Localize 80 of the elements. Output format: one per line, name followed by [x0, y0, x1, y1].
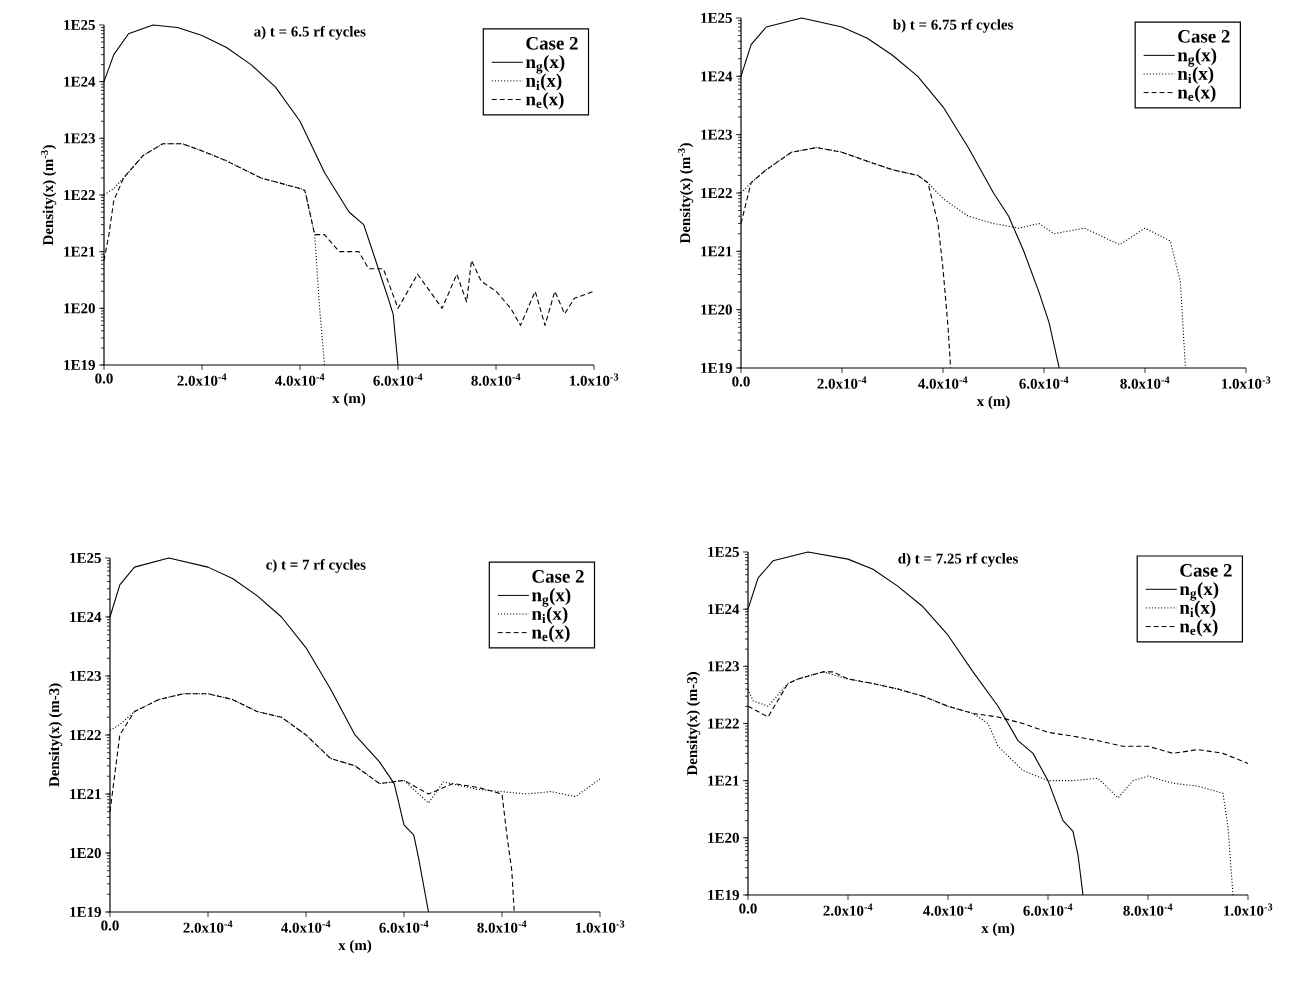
x-tick-label: 1.0x10$^{-3}$ — [1222, 376, 1271, 389]
x-tick-label: 6.0x10$^{-4}$ — [379, 920, 429, 933]
y-tick-label: 1E25 — [708, 546, 739, 557]
y-tick-label: 1E23 — [701, 129, 732, 140]
legend-label: n$_{g}$(x) — [1179, 582, 1219, 601]
x-tick-label: 0.0 — [732, 376, 750, 387]
chart-title: b) t = 6.75 rf cycles — [893, 19, 1014, 33]
y-tick-label: 1E24 — [701, 71, 733, 82]
x-tick-label: 0.0 — [739, 903, 757, 914]
x-tick-label: 6.0x10$^{-4}$ — [373, 373, 423, 386]
y-tick-label: 1E24 — [708, 604, 740, 615]
x-tick-label: 4.0x10$^{-4}$ — [923, 903, 973, 916]
y-tick-label: 1E24 — [64, 76, 96, 87]
x-tick-label: 6.0x10$^{-4}$ — [1019, 376, 1069, 389]
x-tick-label: 0.0 — [101, 920, 119, 931]
legend-label: n$_{e}$(x) — [1179, 619, 1218, 637]
x-axis-title: x (m) — [976, 395, 1010, 410]
y-tick-label: 1E23 — [708, 661, 739, 672]
y-tick-label: 1E19 — [64, 359, 95, 370]
y-tick-label: 1E22 — [64, 190, 95, 200]
y-tick-label: 1E21 — [708, 775, 739, 786]
x-tick-label: 1.0x10$^{-3}$ — [1224, 903, 1273, 916]
x-tick-label: 1.0x10$^{-3}$ — [576, 920, 625, 933]
y-tick-label: 1E25 — [64, 19, 95, 30]
y-tick-label: 1E23 — [64, 133, 95, 144]
x-tick-label: 8.0x10$^{-4}$ — [471, 373, 521, 386]
chart-title: c) t = 7 rf cycles — [266, 559, 366, 573]
y-tick-label: 1E21 — [64, 246, 95, 257]
legend-label: n$_{e}$(x) — [531, 625, 570, 643]
y-axis-title: Density(x) (m-3) — [686, 672, 701, 776]
x-tick-label: 8.0x10$^{-4}$ — [1120, 376, 1170, 389]
chart-title: a) t = 6.5 rf cycles — [254, 25, 366, 40]
y-tick-label: 1E20 — [64, 303, 95, 314]
x-tick-label: 2.0x10$^{-4}$ — [183, 920, 233, 933]
y-tick-label: 1E21 — [701, 246, 732, 257]
y-tick-label: 1E20 — [701, 304, 732, 315]
x-tick-label: 2.0x10$^{-4}$ — [817, 376, 867, 389]
y-tick-label: 1E25 — [70, 552, 101, 563]
legend-title: Case 2 — [1180, 563, 1232, 577]
legend-label: n$_{g}$(x) — [1177, 48, 1217, 67]
y-tick-label: 1E23 — [70, 670, 101, 681]
x-tick-label: 2.0x10$^{-4}$ — [823, 903, 873, 916]
x-tick-label: 2.0x10$^{-4}$ — [177, 373, 227, 386]
y-tick-label: 1E19 — [701, 362, 732, 373]
legend-label: n$_{i}$(x) — [1179, 600, 1216, 618]
x-tick-label: 4.0x10$^{-4}$ — [918, 376, 968, 389]
legend-label: n$_{i}$(x) — [525, 73, 562, 91]
legend-label: n$_{i}$(x) — [1177, 66, 1214, 84]
x-tick-label: 4.0x10$^{-4}$ — [275, 373, 325, 386]
x-tick-label: 6.0x10$^{-4}$ — [1023, 903, 1073, 916]
y-tick-label: 1E19 — [708, 889, 739, 900]
x-axis-title: x (m) — [981, 922, 1015, 937]
legend-label: n$_{e}$(x) — [525, 92, 564, 110]
y-axis-title: Density(x) (m$^{-3}$) — [40, 145, 57, 246]
y-tick-label: 1E24 — [70, 612, 102, 622]
x-tick-label: 8.0x10$^{-4}$ — [1123, 903, 1173, 916]
y-axis-title: Density(x) (m-3) — [48, 683, 63, 787]
x-tick-label: 1.0x10$^{-3}$ — [570, 373, 619, 386]
y-axis-title: Density(x) (m$^{-3}$) — [677, 143, 694, 244]
y-tick-label: 1E20 — [70, 847, 101, 859]
legend-title: Case 2 — [532, 570, 584, 583]
legend-title: Case 2 — [1178, 30, 1230, 43]
x-tick-label: 0.0 — [95, 373, 113, 384]
y-tick-label: 1E20 — [708, 832, 739, 843]
legend-label: n$_{g}$(x) — [531, 588, 571, 607]
x-axis-title: x (m) — [338, 939, 372, 954]
chart-title: d) t = 7.25 rf cycles — [898, 552, 1018, 567]
y-tick-label: 1E22 — [701, 188, 732, 198]
legend-label: n$_{e}$(x) — [1177, 85, 1216, 103]
x-axis-title: x (m) — [332, 392, 366, 407]
y-tick-label: 1E22 — [708, 718, 739, 729]
y-tick-label: 1E21 — [70, 789, 101, 799]
x-tick-label: 8.0x10$^{-4}$ — [477, 920, 527, 933]
legend-label: n$_{i}$(x) — [531, 606, 568, 624]
legend-label: n$_{g}$(x) — [525, 54, 565, 74]
x-tick-label: 4.0x10$^{-4}$ — [281, 920, 331, 933]
y-tick-label: 1E19 — [70, 906, 101, 917]
y-tick-label: 1E25 — [701, 12, 732, 23]
y-tick-label: 1E22 — [70, 730, 101, 740]
legend-title: Case 2 — [526, 36, 578, 50]
